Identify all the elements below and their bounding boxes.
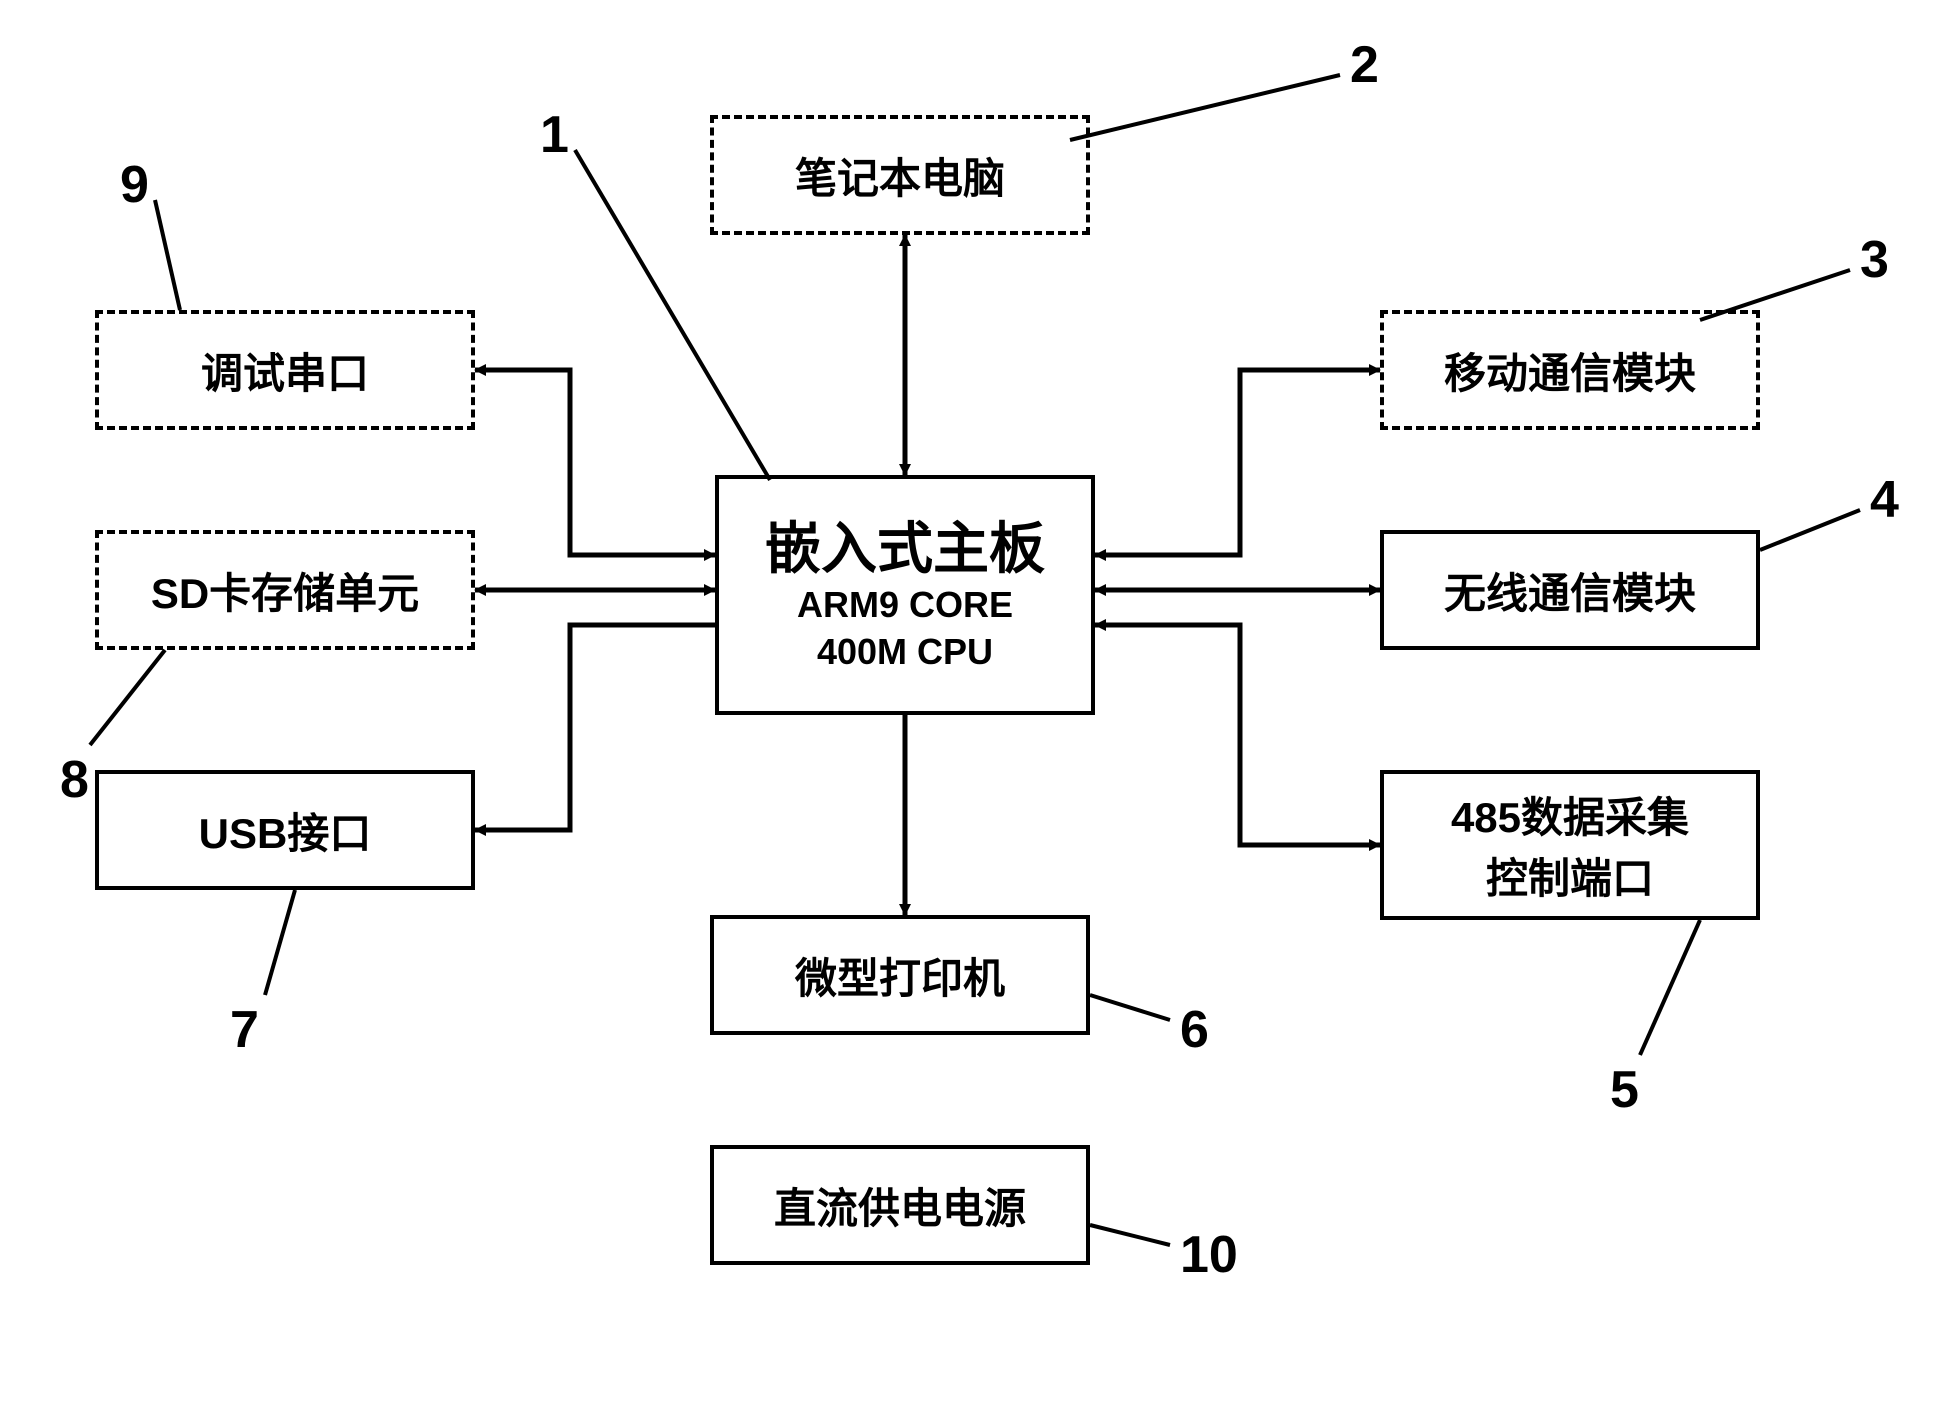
- callout-3: 3: [1860, 230, 1889, 290]
- node-usb: USB接口: [95, 770, 475, 890]
- callout-4: 4: [1870, 470, 1899, 530]
- node-label: 移动通信模块: [1444, 340, 1696, 401]
- node-mobile-comm: 移动通信模块: [1380, 310, 1760, 430]
- node-label-line1: 485数据采集: [1451, 784, 1689, 845]
- callout-2: 2: [1350, 35, 1379, 95]
- callout-8: 8: [60, 750, 89, 810]
- node-label: 微型打印机: [795, 945, 1005, 1006]
- node-title: 嵌入式主板: [765, 515, 1045, 582]
- node-label: 无线通信模块: [1444, 560, 1696, 621]
- node-laptop: 笔记本电脑: [710, 115, 1090, 235]
- node-dc-power: 直流供电电源: [710, 1145, 1090, 1265]
- callout-7: 7: [230, 1000, 259, 1060]
- node-label: 直流供电电源: [774, 1175, 1026, 1236]
- node-micro-printer: 微型打印机: [710, 915, 1090, 1035]
- node-subtitle-2: 400M CPU: [817, 629, 993, 676]
- node-485-port: 485数据采集 控制端口: [1380, 770, 1760, 920]
- node-label-line2: 控制端口: [1486, 845, 1654, 906]
- callout-5: 5: [1610, 1060, 1639, 1120]
- callout-6: 6: [1180, 1000, 1209, 1060]
- node-label: SD卡存储单元: [151, 560, 419, 621]
- callout-10: 10: [1180, 1225, 1238, 1285]
- node-wireless-comm: 无线通信模块: [1380, 530, 1760, 650]
- callout-9: 9: [120, 155, 149, 215]
- node-subtitle-1: ARM9 CORE: [797, 582, 1013, 629]
- callout-1: 1: [540, 105, 569, 165]
- node-sd-card: SD卡存储单元: [95, 530, 475, 650]
- node-label: USB接口: [199, 800, 372, 861]
- node-label: 笔记本电脑: [795, 145, 1005, 206]
- node-label: 调试串口: [201, 340, 369, 401]
- node-debug-serial: 调试串口: [95, 310, 475, 430]
- node-embedded-mainboard: 嵌入式主板 ARM9 CORE 400M CPU: [715, 475, 1095, 715]
